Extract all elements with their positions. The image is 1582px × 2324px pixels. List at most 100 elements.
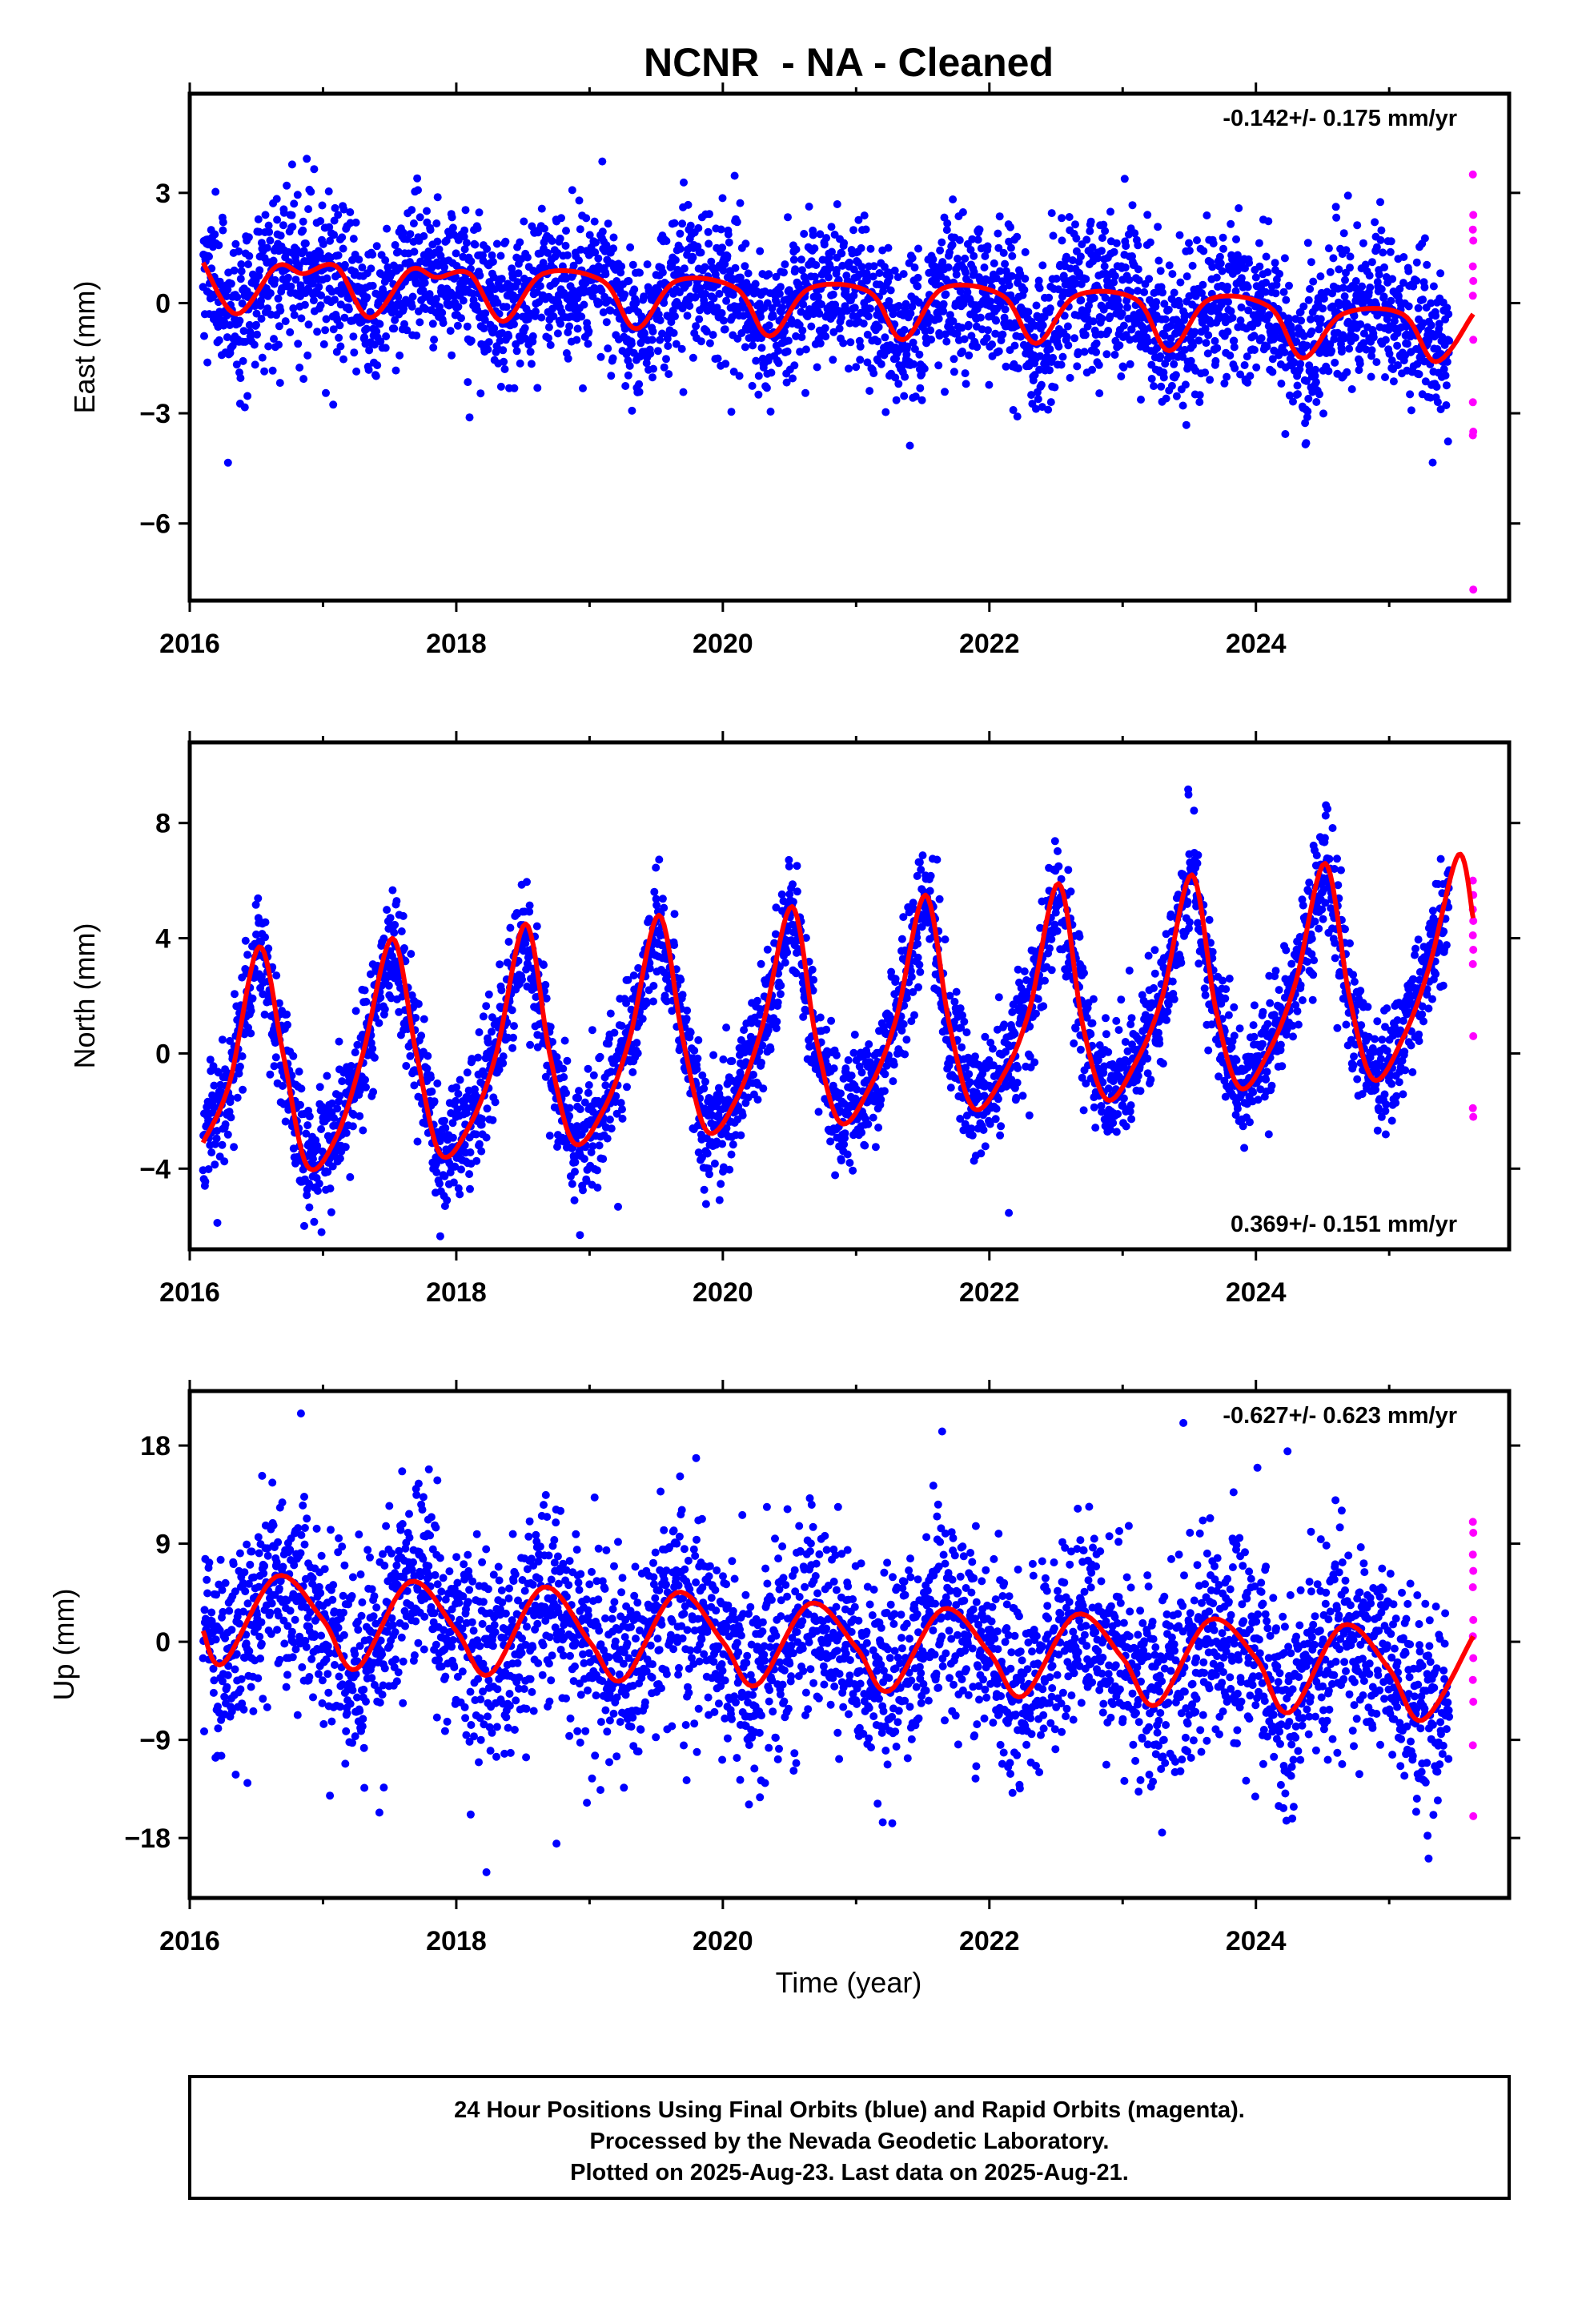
east-final-point <box>849 265 858 274</box>
north-final-point <box>305 1112 314 1121</box>
east-final-point <box>862 269 871 278</box>
east-final-point <box>1343 368 1351 376</box>
east-final-point <box>319 340 328 348</box>
east-final-point <box>200 332 208 340</box>
east-final-point <box>317 291 326 300</box>
east-final-point <box>1157 382 1166 391</box>
east-final-point <box>1230 343 1239 352</box>
north-final-point <box>362 1083 370 1092</box>
east-final-point <box>784 213 792 222</box>
north-final-point <box>436 1180 444 1188</box>
east-final-point <box>484 345 492 354</box>
east-final-point <box>491 285 500 294</box>
east-final-point <box>533 384 542 392</box>
north-final-point <box>589 1071 598 1080</box>
east-final-point <box>1285 391 1294 400</box>
north-final-point <box>693 1065 701 1074</box>
east-final-point <box>310 165 319 174</box>
north-final-point <box>523 878 531 887</box>
north-final-point <box>211 1160 219 1169</box>
east-final-point <box>1346 263 1354 272</box>
north-final-point <box>368 1044 377 1053</box>
east-final-point <box>735 372 744 380</box>
east-final-point <box>1073 362 1082 371</box>
east-final-point <box>1186 356 1195 365</box>
east-final-point <box>705 210 713 219</box>
north-final-point <box>588 1026 596 1035</box>
east-final-point <box>1058 236 1066 245</box>
east-final-point <box>1356 320 1365 328</box>
east-final-point <box>1442 381 1451 390</box>
east-final-point <box>381 344 390 352</box>
east-final-point <box>982 334 991 342</box>
east-final-point <box>719 316 728 325</box>
east-final-point <box>1137 396 1145 404</box>
east-final-point <box>590 217 599 226</box>
north-final-point <box>220 1157 229 1166</box>
east-final-point <box>722 296 731 305</box>
east-final-point <box>1226 351 1235 360</box>
east-final-point <box>1094 360 1103 369</box>
north-final-point <box>327 1099 336 1108</box>
north-final-point <box>634 963 643 972</box>
east-final-point <box>1094 254 1102 263</box>
north-final-point <box>758 1041 767 1050</box>
east-final-point <box>869 262 878 271</box>
east-final-point <box>635 388 644 396</box>
east-final-point <box>958 208 967 216</box>
north-final-point <box>525 901 534 910</box>
east-final-point <box>751 279 760 288</box>
east-final-point <box>335 333 343 342</box>
north-final-point <box>717 1180 725 1188</box>
north-final-point <box>757 1059 765 1067</box>
east-final-point <box>1218 267 1227 275</box>
north-final-point <box>697 1153 706 1162</box>
north-final-point <box>546 1023 555 1031</box>
east-final-point <box>616 268 625 277</box>
north-final-point <box>677 975 685 984</box>
north-final-point <box>738 1111 747 1120</box>
east-final-point <box>1442 401 1451 409</box>
north-final-point <box>575 1087 583 1096</box>
east-final-point <box>1034 395 1042 404</box>
east-final-point <box>835 324 844 333</box>
north-final-orbit-points <box>199 785 1454 1240</box>
north-final-point <box>261 918 270 927</box>
east-final-point <box>1340 334 1349 343</box>
east-final-point <box>1250 346 1259 354</box>
east-final-point <box>999 248 1008 257</box>
east-final-point <box>901 372 909 381</box>
east-final-point <box>988 340 997 349</box>
east-final-point <box>1058 352 1067 361</box>
east-final-point <box>1275 270 1284 278</box>
east-final-point <box>809 231 817 239</box>
east-final-point <box>1404 302 1413 311</box>
east-final-point <box>1350 312 1359 320</box>
north-final-point <box>576 1231 584 1240</box>
east-final-point <box>391 366 400 375</box>
east-final-point <box>678 219 687 228</box>
east-final-point <box>1327 347 1336 355</box>
east-final-point <box>894 380 903 388</box>
east-x-tick-label: 2016 <box>159 629 220 659</box>
east-final-point <box>1331 358 1339 367</box>
east-final-point <box>649 364 657 373</box>
east-final-point <box>1220 379 1229 388</box>
east-final-point <box>866 244 875 253</box>
east-final-point <box>1355 366 1363 375</box>
east-final-point <box>1380 263 1388 271</box>
east-final-point <box>287 211 296 219</box>
east-final-point <box>900 326 909 334</box>
north-final-point <box>240 1030 249 1039</box>
east-final-point <box>1399 253 1408 261</box>
east-final-point <box>757 344 766 352</box>
east-final-point <box>1054 342 1063 351</box>
east-final-point <box>1071 220 1079 229</box>
east-final-point <box>399 228 408 237</box>
north-final-point <box>574 1094 583 1103</box>
north-final-point <box>406 1051 415 1060</box>
east-final-point <box>813 363 821 372</box>
north-final-point <box>235 1062 244 1071</box>
east-final-point <box>362 324 371 333</box>
east-final-point <box>325 223 334 231</box>
